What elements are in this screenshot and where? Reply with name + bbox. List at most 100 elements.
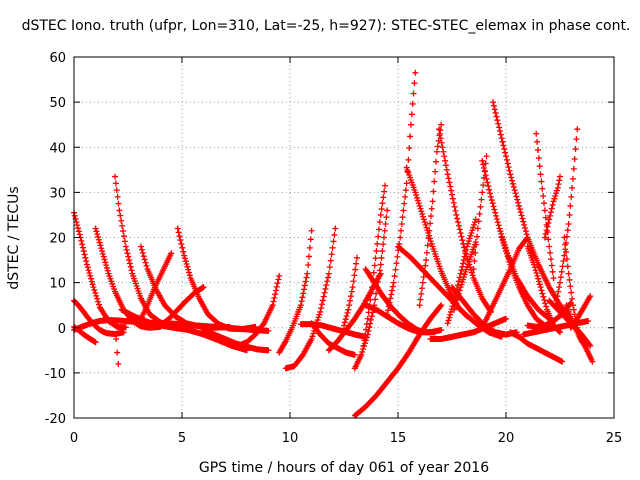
data-point xyxy=(517,209,524,216)
data-point xyxy=(541,234,548,241)
data-point xyxy=(554,293,561,300)
data-point xyxy=(477,203,484,210)
data-point xyxy=(143,262,150,269)
data-point xyxy=(469,272,476,279)
data-point xyxy=(348,288,355,295)
data-point xyxy=(332,225,339,232)
y-tick-label: 60 xyxy=(49,51,66,66)
data-point xyxy=(457,229,464,236)
data-point xyxy=(141,256,148,263)
data-series xyxy=(71,209,129,331)
data-point xyxy=(398,220,405,227)
data-point xyxy=(183,261,190,268)
data-point xyxy=(91,287,98,294)
data-point xyxy=(556,177,563,184)
data-point xyxy=(372,255,379,262)
data-point xyxy=(498,135,505,142)
data-point xyxy=(382,220,389,227)
data-point xyxy=(122,243,129,250)
data-point xyxy=(184,263,191,270)
data-point xyxy=(488,197,495,204)
data-point xyxy=(543,227,550,234)
data-point xyxy=(480,161,487,168)
data-point xyxy=(200,284,207,291)
data-point xyxy=(445,175,452,182)
data-point xyxy=(487,193,494,200)
data-point xyxy=(574,126,581,133)
data-point xyxy=(483,153,490,160)
data-point xyxy=(549,202,556,209)
data-point xyxy=(306,253,313,260)
data-point xyxy=(178,240,185,247)
data-point xyxy=(370,269,377,276)
data-point xyxy=(468,269,475,276)
data-point xyxy=(371,262,378,269)
data-point xyxy=(318,301,325,308)
data-point xyxy=(411,80,418,87)
data-point xyxy=(82,254,89,261)
data-point xyxy=(409,100,416,107)
data-point xyxy=(177,237,184,244)
data-point xyxy=(423,224,430,231)
data-point xyxy=(99,248,106,255)
data-point xyxy=(518,212,525,219)
data-point xyxy=(494,219,501,226)
data-series xyxy=(507,329,566,365)
x-tick-label: 25 xyxy=(606,431,623,446)
data-point xyxy=(542,214,549,221)
data-point xyxy=(439,144,446,151)
data-point xyxy=(365,309,372,316)
data-point xyxy=(275,276,282,283)
data-point xyxy=(322,285,329,292)
data-point xyxy=(378,254,385,261)
data-point xyxy=(509,180,516,187)
data-point xyxy=(455,278,462,285)
data-point xyxy=(568,193,575,200)
data-point xyxy=(87,272,94,279)
data-point xyxy=(426,227,433,234)
data-point xyxy=(557,274,564,281)
data-point xyxy=(347,297,354,304)
data-point xyxy=(441,153,448,160)
data-point xyxy=(562,241,569,248)
data-point xyxy=(95,233,102,240)
data-point xyxy=(556,328,563,335)
data-point xyxy=(554,184,561,191)
data-point xyxy=(505,256,512,263)
data-point xyxy=(390,279,397,286)
data-point xyxy=(388,291,395,298)
data-point xyxy=(94,231,101,238)
data-point xyxy=(454,215,461,222)
data-point xyxy=(496,128,503,135)
data-point xyxy=(123,246,130,253)
data-point xyxy=(319,297,326,304)
data-point xyxy=(379,200,386,207)
data-point xyxy=(501,242,508,249)
data-point xyxy=(457,270,464,277)
data-point xyxy=(352,266,359,273)
data-point xyxy=(350,278,357,285)
data-point xyxy=(492,209,499,216)
data-point xyxy=(539,290,546,297)
data-point xyxy=(557,279,563,286)
data-series xyxy=(490,99,574,322)
data-point xyxy=(545,220,552,227)
data-series xyxy=(362,266,438,336)
data-point xyxy=(308,227,315,234)
data-point xyxy=(330,238,337,245)
y-axis-label: dSTEC / TECUs xyxy=(6,186,22,289)
data-point xyxy=(375,273,382,280)
data-point xyxy=(384,207,391,214)
data-point xyxy=(569,175,576,182)
data-point xyxy=(506,258,513,265)
data-point xyxy=(118,217,125,224)
data-point xyxy=(474,233,481,240)
data-point xyxy=(301,282,308,289)
data-point xyxy=(406,145,413,152)
data-point xyxy=(120,228,127,235)
data-point xyxy=(364,315,371,322)
data-point xyxy=(569,295,576,302)
data-series xyxy=(71,297,127,338)
data-point xyxy=(453,300,460,307)
data-point xyxy=(298,298,305,305)
